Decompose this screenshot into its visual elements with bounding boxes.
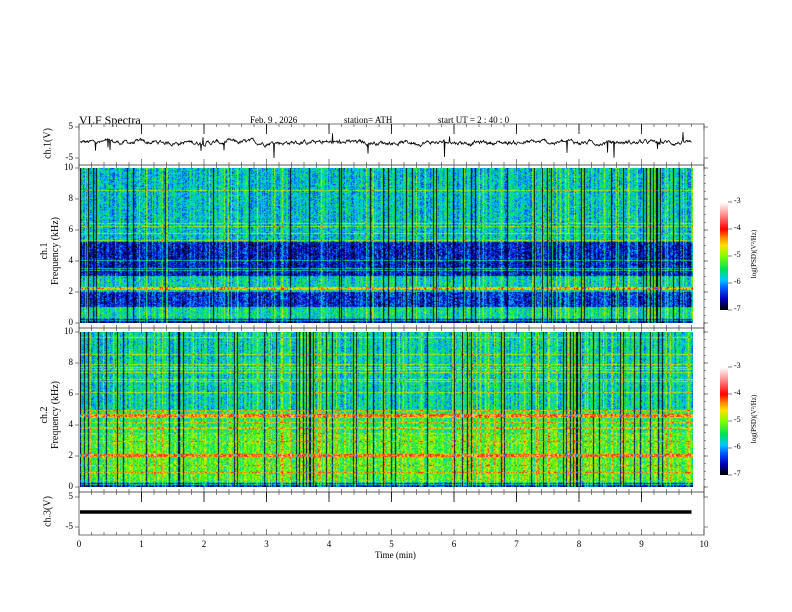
ch2-spectrogram-heatmap — [80, 332, 693, 487]
ch2-colorbar-tick-label: -7 — [734, 469, 741, 478]
y-tick-label: 2 — [68, 286, 74, 296]
ch2-colorbar-label: log(PSD)(V²/Hz) — [750, 394, 758, 444]
ch1-spec-ylabel: ch.1 Frequency (kHz) — [39, 196, 61, 306]
station-label: station= ATH — [344, 115, 393, 125]
ch2-spec-ylabel: ch.2 Frequency (kHz) — [39, 360, 61, 470]
ch1-colorbar-tick-label: -5 — [734, 250, 741, 259]
y-tick-label: 6 — [68, 388, 74, 398]
y-tick-label: 2 — [68, 450, 74, 460]
x-tick-label: 4 — [326, 539, 332, 549]
ch2-colorbar — [720, 367, 728, 475]
y-tick-label: 4 — [68, 255, 74, 265]
ch2-spec-ylabel-channel: ch.2 — [39, 406, 50, 424]
x-tick-label: 0 — [76, 539, 82, 549]
y-tick-label: 4 — [68, 419, 74, 429]
start-time-label: start UT = 2 : 40 : 0 — [438, 115, 510, 125]
ch1-colorbar-tick-label: -6 — [734, 277, 741, 286]
y-tick-label: 10 — [64, 162, 73, 172]
x-tick-label: 2 — [201, 539, 207, 549]
x-axis-label: Time (min) — [375, 550, 416, 560]
panel-frame-2 — [78, 327, 705, 493]
ch2-colorbar-tick-label: -6 — [734, 442, 741, 451]
y-tick-label: 5 — [68, 121, 74, 131]
ch2-colorbar-tick-label: -4 — [734, 388, 741, 397]
y-tick-label: 8 — [68, 193, 74, 203]
date-label: Feb. 9 , 2026 — [250, 115, 298, 125]
y-tick-label: 6 — [68, 224, 74, 234]
ch2-spec-ylabel-freq: Frequency (kHz) — [50, 380, 61, 450]
y-tick-label: 0 — [68, 317, 74, 327]
x-tick-label: 7 — [514, 539, 519, 549]
x-tick-label: 3 — [264, 539, 269, 549]
ch2-colorbar-tick-label: -5 — [734, 415, 741, 424]
ch1-waveform-trace — [79, 132, 692, 159]
ch2-colorbar-tick-label: -3 — [734, 361, 741, 370]
ch1-colorbar-tick-label: -4 — [734, 223, 741, 232]
x-tick-label: 8 — [576, 539, 582, 549]
y-tick-label: 10 — [64, 326, 73, 336]
y-tick-label: -5 — [65, 521, 74, 531]
ch3-ylabel: ch.3(V) — [42, 496, 54, 527]
ch1-spectrogram-heatmap — [80, 168, 693, 323]
y-tick-label: -5 — [65, 152, 74, 162]
ch1-colorbar — [720, 202, 728, 310]
ch1-spec-ylabel-freq: Frequency (kHz) — [50, 216, 61, 286]
ch1-ylabel: ch.1(V) — [42, 128, 54, 159]
x-tick-label: 9 — [639, 539, 644, 549]
y-tick-label: 5 — [68, 491, 74, 501]
ch1-colorbar-label: log(PSD)(V²/Hz) — [750, 229, 758, 279]
ch1-spec-ylabel-channel: ch.1 — [39, 242, 50, 260]
figure-title: VLF Spectra — [79, 113, 141, 127]
y-tick-label: 8 — [68, 357, 74, 367]
ch1-colorbar-tick-label: -7 — [734, 304, 741, 313]
panel-frame-1 — [78, 164, 705, 329]
x-tick-label: 6 — [451, 539, 457, 549]
x-tick-label: 1 — [139, 539, 144, 549]
x-tick-label: 5 — [389, 539, 394, 549]
ch1-colorbar-tick-label: -3 — [734, 196, 741, 205]
x-tick-label: 10 — [699, 539, 709, 549]
y-tick-label: 0 — [68, 481, 74, 491]
